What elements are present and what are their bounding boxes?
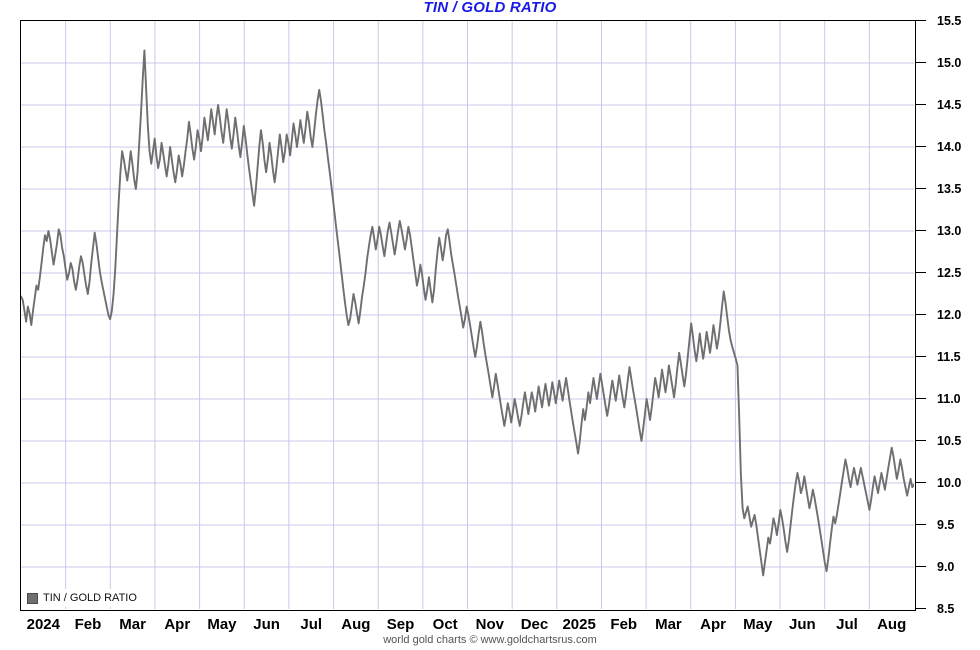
- y-axis-tick: [916, 20, 926, 21]
- y-axis-tick: [916, 398, 926, 399]
- x-axis-label: Sep: [386, 616, 415, 633]
- y-axis-label: 9.5: [937, 518, 955, 532]
- y-axis-tick: [916, 440, 926, 441]
- x-axis-label: Feb: [74, 616, 102, 633]
- x-axis-label: Jul: [300, 616, 323, 633]
- x-axis-label: 2025: [562, 616, 596, 633]
- y-axis-tick: [916, 482, 926, 483]
- legend-label: TIN / GOLD RATIO: [43, 592, 137, 604]
- y-axis-label: 15.0: [937, 56, 962, 70]
- x-axis-label: Nov: [475, 616, 504, 633]
- x-axis-label: Mar: [655, 616, 682, 633]
- y-axis-label: 8.5: [937, 602, 955, 616]
- page-title: TIN / GOLD RATIO: [423, 0, 557, 16]
- legend-swatch-icon: [27, 592, 38, 604]
- y-axis-tick: [916, 608, 926, 609]
- legend: TIN / GOLD RATIO: [24, 589, 140, 607]
- y-axis-label: 10.0: [937, 476, 962, 490]
- y-axis-tick: [916, 230, 926, 231]
- x-axis-label: Dec: [520, 616, 549, 633]
- y-axis-label: 12.5: [937, 266, 962, 280]
- y-axis-tick: [916, 62, 926, 63]
- x-axis-label: Mar: [119, 616, 146, 633]
- y-axis-label: 14.5: [937, 98, 962, 112]
- y-axis-tick: [916, 272, 926, 273]
- series-line-tin-gold-ratio: [21, 49, 914, 577]
- x-axis-label: Jul: [836, 616, 858, 633]
- plot-svg: [21, 21, 914, 609]
- x-axis-label: Aug: [877, 616, 907, 633]
- x-axis-label: Apr: [164, 616, 191, 633]
- y-axis-label: 13.5: [937, 182, 962, 196]
- y-axis-label: 13.0: [937, 224, 962, 238]
- x-axis-label: Feb: [610, 616, 638, 633]
- y-axis-label: 12.0: [937, 308, 962, 322]
- x-axis-label: Oct: [432, 616, 458, 633]
- y-axis-label: 14.0: [937, 140, 962, 154]
- y-gridlines: [21, 62, 914, 568]
- y-axis-label: 15.5: [937, 14, 962, 28]
- x-axis-label: Jun: [253, 616, 280, 633]
- x-axis-label: May: [207, 616, 237, 633]
- x-axis-label: Apr: [700, 616, 726, 633]
- y-axis-label: 10.5: [937, 434, 962, 448]
- plot-area: [20, 20, 916, 611]
- y-axis-tick: [916, 188, 926, 189]
- y-axis-tick: [916, 524, 926, 525]
- y-axis-tick: [916, 566, 926, 567]
- y-axis-tick: [916, 356, 926, 357]
- footer-credit: world gold charts © www.goldchartsrus.co…: [383, 634, 597, 646]
- y-axis-tick: [916, 104, 926, 105]
- y-axis-label: 9.0: [937, 560, 955, 574]
- x-axis-label: May: [743, 616, 773, 633]
- y-axis-label: 11.0: [937, 392, 961, 406]
- y-axis-label: 11.5: [937, 350, 961, 364]
- y-axis-tick: [916, 314, 926, 315]
- x-axis-label: Jun: [789, 616, 816, 633]
- x-axis-label: 2024: [26, 616, 60, 633]
- y-axis-tick: [916, 146, 926, 147]
- x-axis-label: Aug: [341, 616, 371, 633]
